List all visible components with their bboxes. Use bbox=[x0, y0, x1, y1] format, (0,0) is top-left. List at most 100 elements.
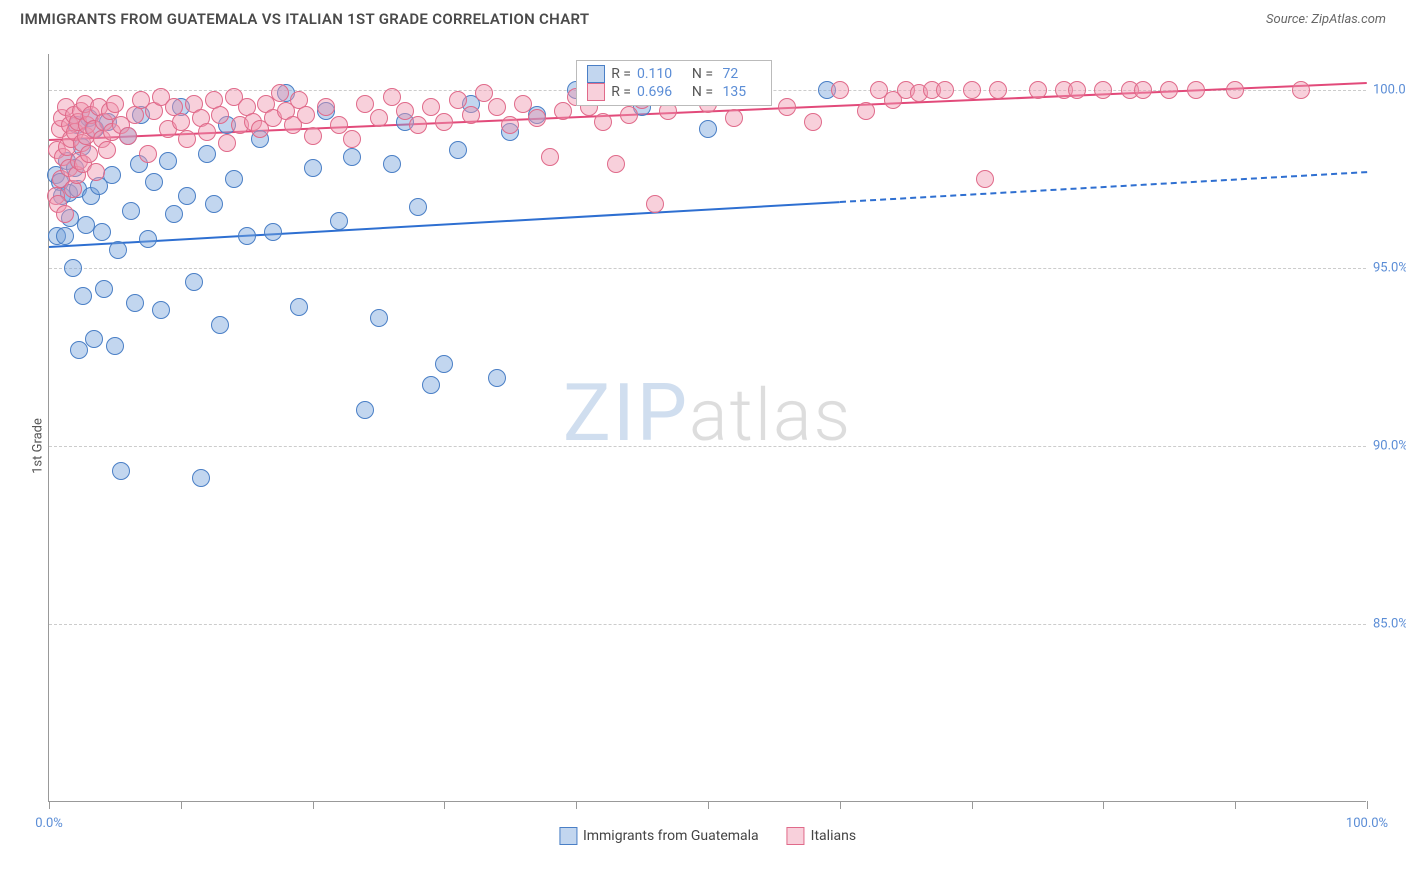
chart-title: IMMIGRANTS FROM GUATEMALA VS ITALIAN 1ST… bbox=[20, 10, 589, 28]
x-tick bbox=[444, 801, 445, 809]
legend-stats-row: R = 0.696 N = 135 bbox=[587, 83, 761, 101]
data-point bbox=[185, 273, 203, 291]
stat-r-label: R = bbox=[611, 84, 631, 100]
data-point bbox=[646, 195, 664, 213]
data-point bbox=[152, 301, 170, 319]
data-point bbox=[422, 376, 440, 394]
legend-stats-row: R =0.110 N = 72 bbox=[587, 65, 761, 83]
gridline-h bbox=[49, 446, 1366, 447]
data-point bbox=[514, 95, 532, 113]
stat-r-label: R = bbox=[611, 66, 631, 82]
x-tick bbox=[576, 801, 577, 809]
data-point bbox=[126, 294, 144, 312]
trendline bbox=[840, 172, 1367, 204]
y-tick-label: 90.0% bbox=[1373, 438, 1406, 453]
data-point bbox=[264, 223, 282, 241]
y-tick-label: 95.0% bbox=[1373, 260, 1406, 275]
data-point bbox=[343, 130, 361, 148]
data-point bbox=[87, 163, 105, 181]
x-tick bbox=[49, 801, 50, 809]
data-point bbox=[304, 127, 322, 145]
data-point bbox=[211, 106, 229, 124]
plot-area: ZIPatlas Immigrants from Guatemala Itali… bbox=[48, 54, 1366, 802]
data-point bbox=[192, 469, 210, 487]
data-point bbox=[409, 198, 427, 216]
data-point bbox=[64, 259, 82, 277]
data-point bbox=[778, 98, 796, 116]
x-tick bbox=[1367, 801, 1368, 809]
data-point bbox=[225, 170, 243, 188]
x-tick bbox=[1103, 801, 1104, 809]
data-point bbox=[330, 212, 348, 230]
data-point bbox=[109, 241, 127, 259]
data-point bbox=[936, 81, 954, 99]
data-point bbox=[488, 98, 506, 116]
data-point bbox=[122, 202, 140, 220]
data-point bbox=[1160, 81, 1178, 99]
swatch-icon bbox=[587, 83, 605, 101]
data-point bbox=[205, 195, 223, 213]
data-point bbox=[290, 298, 308, 316]
data-point bbox=[1226, 81, 1244, 99]
stat-r-value: 0.110 bbox=[637, 66, 679, 82]
data-point bbox=[409, 116, 427, 134]
legend-item-italians: Italians bbox=[787, 827, 856, 845]
data-point bbox=[370, 109, 388, 127]
data-point bbox=[106, 95, 124, 113]
data-point bbox=[449, 91, 467, 109]
data-point bbox=[93, 223, 111, 241]
data-point bbox=[165, 205, 183, 223]
data-point bbox=[383, 88, 401, 106]
data-point bbox=[178, 130, 196, 148]
data-point bbox=[330, 116, 348, 134]
data-point bbox=[56, 205, 74, 223]
data-point bbox=[74, 287, 92, 305]
stat-r-value: 0.696 bbox=[637, 84, 679, 100]
data-point bbox=[356, 95, 374, 113]
swatch-italians bbox=[787, 827, 805, 845]
data-point bbox=[85, 330, 103, 348]
chart-source: Source: ZipAtlas.com bbox=[1266, 12, 1386, 27]
data-point bbox=[435, 113, 453, 131]
data-point bbox=[1292, 81, 1310, 99]
legend-stats: R =0.110 N = 72R =0.696 N = 135 bbox=[576, 60, 772, 106]
data-point bbox=[172, 113, 190, 131]
data-point bbox=[95, 280, 113, 298]
data-point bbox=[211, 316, 229, 334]
data-point bbox=[317, 98, 335, 116]
legend-label-guatemala: Immigrants from Guatemala bbox=[583, 828, 759, 844]
data-point bbox=[1134, 81, 1152, 99]
data-point bbox=[422, 98, 440, 116]
gridline-h bbox=[49, 624, 1366, 625]
data-point bbox=[198, 145, 216, 163]
data-point bbox=[1094, 81, 1112, 99]
data-point bbox=[370, 309, 388, 327]
x-tick bbox=[313, 801, 314, 809]
data-point bbox=[145, 173, 163, 191]
gridline-h bbox=[49, 268, 1366, 269]
data-point bbox=[488, 369, 506, 387]
legend-item-guatemala: Immigrants from Guatemala bbox=[559, 827, 759, 845]
data-point bbox=[963, 81, 981, 99]
stat-n-value: 135 bbox=[719, 84, 761, 100]
data-point bbox=[119, 127, 137, 145]
data-point bbox=[620, 106, 638, 124]
y-tick-label: 100.0% bbox=[1373, 82, 1406, 97]
stat-n-label: N = bbox=[685, 84, 713, 100]
data-point bbox=[831, 81, 849, 99]
data-point bbox=[462, 106, 480, 124]
legend-bottom: Immigrants from Guatemala Italians bbox=[559, 827, 856, 845]
data-point bbox=[554, 102, 572, 120]
x-tick bbox=[972, 801, 973, 809]
data-point bbox=[541, 148, 559, 166]
data-point bbox=[271, 84, 289, 102]
data-point bbox=[857, 102, 875, 120]
legend-label-italians: Italians bbox=[811, 828, 856, 844]
data-point bbox=[989, 81, 1007, 99]
data-point bbox=[435, 355, 453, 373]
data-point bbox=[218, 134, 236, 152]
x-tick bbox=[840, 801, 841, 809]
data-point bbox=[112, 462, 130, 480]
y-tick-label: 85.0% bbox=[1373, 616, 1406, 631]
data-point bbox=[607, 155, 625, 173]
